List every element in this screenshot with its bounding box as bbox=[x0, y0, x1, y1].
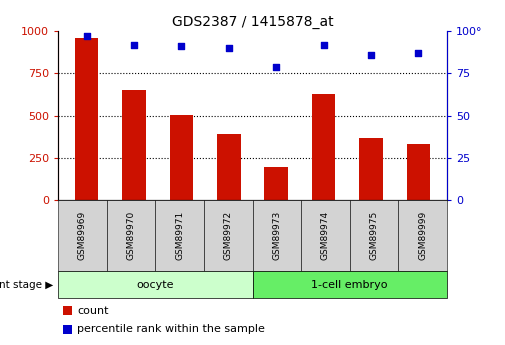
Text: GSM89975: GSM89975 bbox=[370, 211, 379, 260]
Text: oocyte: oocyte bbox=[136, 280, 174, 289]
Bar bbox=[170, 115, 193, 200]
Text: 1-cell embryo: 1-cell embryo bbox=[312, 280, 388, 289]
Title: GDS2387 / 1415878_at: GDS2387 / 1415878_at bbox=[172, 14, 333, 29]
Point bbox=[177, 43, 185, 49]
Text: GSM89969: GSM89969 bbox=[78, 211, 87, 260]
Bar bbox=[75, 38, 98, 200]
Text: GSM89973: GSM89973 bbox=[272, 211, 281, 260]
Text: GSM89999: GSM89999 bbox=[418, 211, 427, 260]
Point bbox=[367, 52, 375, 58]
Bar bbox=[217, 134, 241, 200]
Bar bbox=[264, 167, 288, 200]
Point bbox=[272, 64, 280, 69]
Text: GSM89974: GSM89974 bbox=[321, 211, 330, 260]
Text: development stage ▶: development stage ▶ bbox=[0, 280, 53, 289]
Bar bbox=[122, 90, 146, 200]
Point bbox=[130, 42, 138, 47]
Point bbox=[415, 50, 423, 56]
Text: GSM89970: GSM89970 bbox=[126, 211, 135, 260]
Bar bbox=[407, 144, 430, 200]
Text: percentile rank within the sample: percentile rank within the sample bbox=[77, 325, 265, 334]
Point bbox=[320, 42, 328, 47]
Bar bbox=[312, 93, 335, 200]
Text: count: count bbox=[77, 306, 109, 315]
Bar bbox=[359, 138, 383, 200]
Text: GSM89972: GSM89972 bbox=[224, 211, 233, 260]
Text: GSM89971: GSM89971 bbox=[175, 211, 184, 260]
Point bbox=[82, 33, 90, 39]
Point bbox=[225, 45, 233, 51]
